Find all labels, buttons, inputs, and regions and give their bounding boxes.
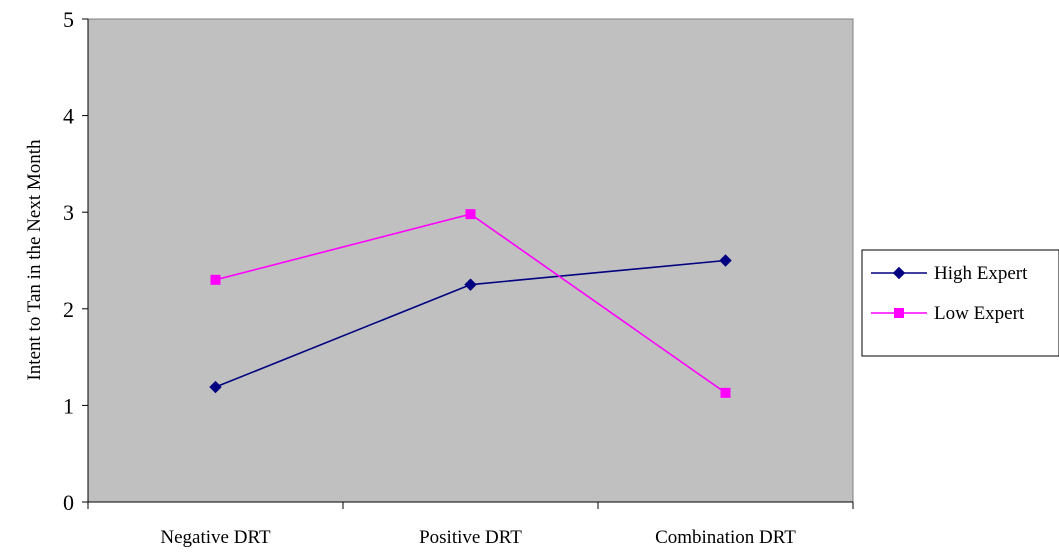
legend-marker-square <box>895 309 904 318</box>
y-tick-label: 5 <box>63 7 74 32</box>
x-tick-label: Negative DRT <box>160 527 271 548</box>
y-axis-title: Intent to Tan in the Next Month <box>24 139 45 381</box>
data-point-square <box>466 210 475 219</box>
legend: High Expert Low Expert <box>862 250 1059 356</box>
data-point-square <box>211 275 220 284</box>
x-ticks: Negative DRT Positive DRT Combination DRT <box>88 502 853 548</box>
y-tick-label: 4 <box>63 104 74 129</box>
y-tick-label: 0 <box>63 490 74 515</box>
x-tick-label: Combination DRT <box>655 527 796 548</box>
y-tick-label: 2 <box>63 297 74 322</box>
y-tick-label: 3 <box>63 200 74 225</box>
y-tick-label: 1 <box>63 393 74 418</box>
data-point-square <box>721 388 730 397</box>
x-tick-label: Positive DRT <box>419 527 522 548</box>
y-ticks: 0 1 2 3 4 5 <box>63 7 88 515</box>
legend-label: High Expert <box>934 263 1028 284</box>
plot-area <box>88 19 853 502</box>
legend-label: Low Expert <box>934 303 1025 324</box>
